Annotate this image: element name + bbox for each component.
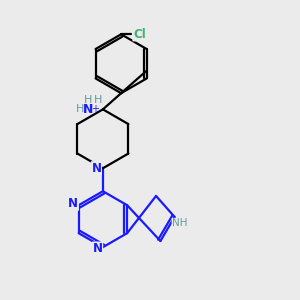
Text: H: H: [94, 94, 102, 105]
Text: H: H: [76, 104, 84, 114]
Text: +: +: [91, 104, 99, 114]
Text: Cl: Cl: [133, 28, 146, 41]
Text: N: N: [68, 197, 78, 210]
Text: NH: NH: [172, 218, 188, 228]
Text: N: N: [92, 162, 101, 175]
Text: N: N: [93, 242, 103, 255]
Text: H: H: [84, 94, 92, 105]
Text: N: N: [83, 103, 93, 116]
